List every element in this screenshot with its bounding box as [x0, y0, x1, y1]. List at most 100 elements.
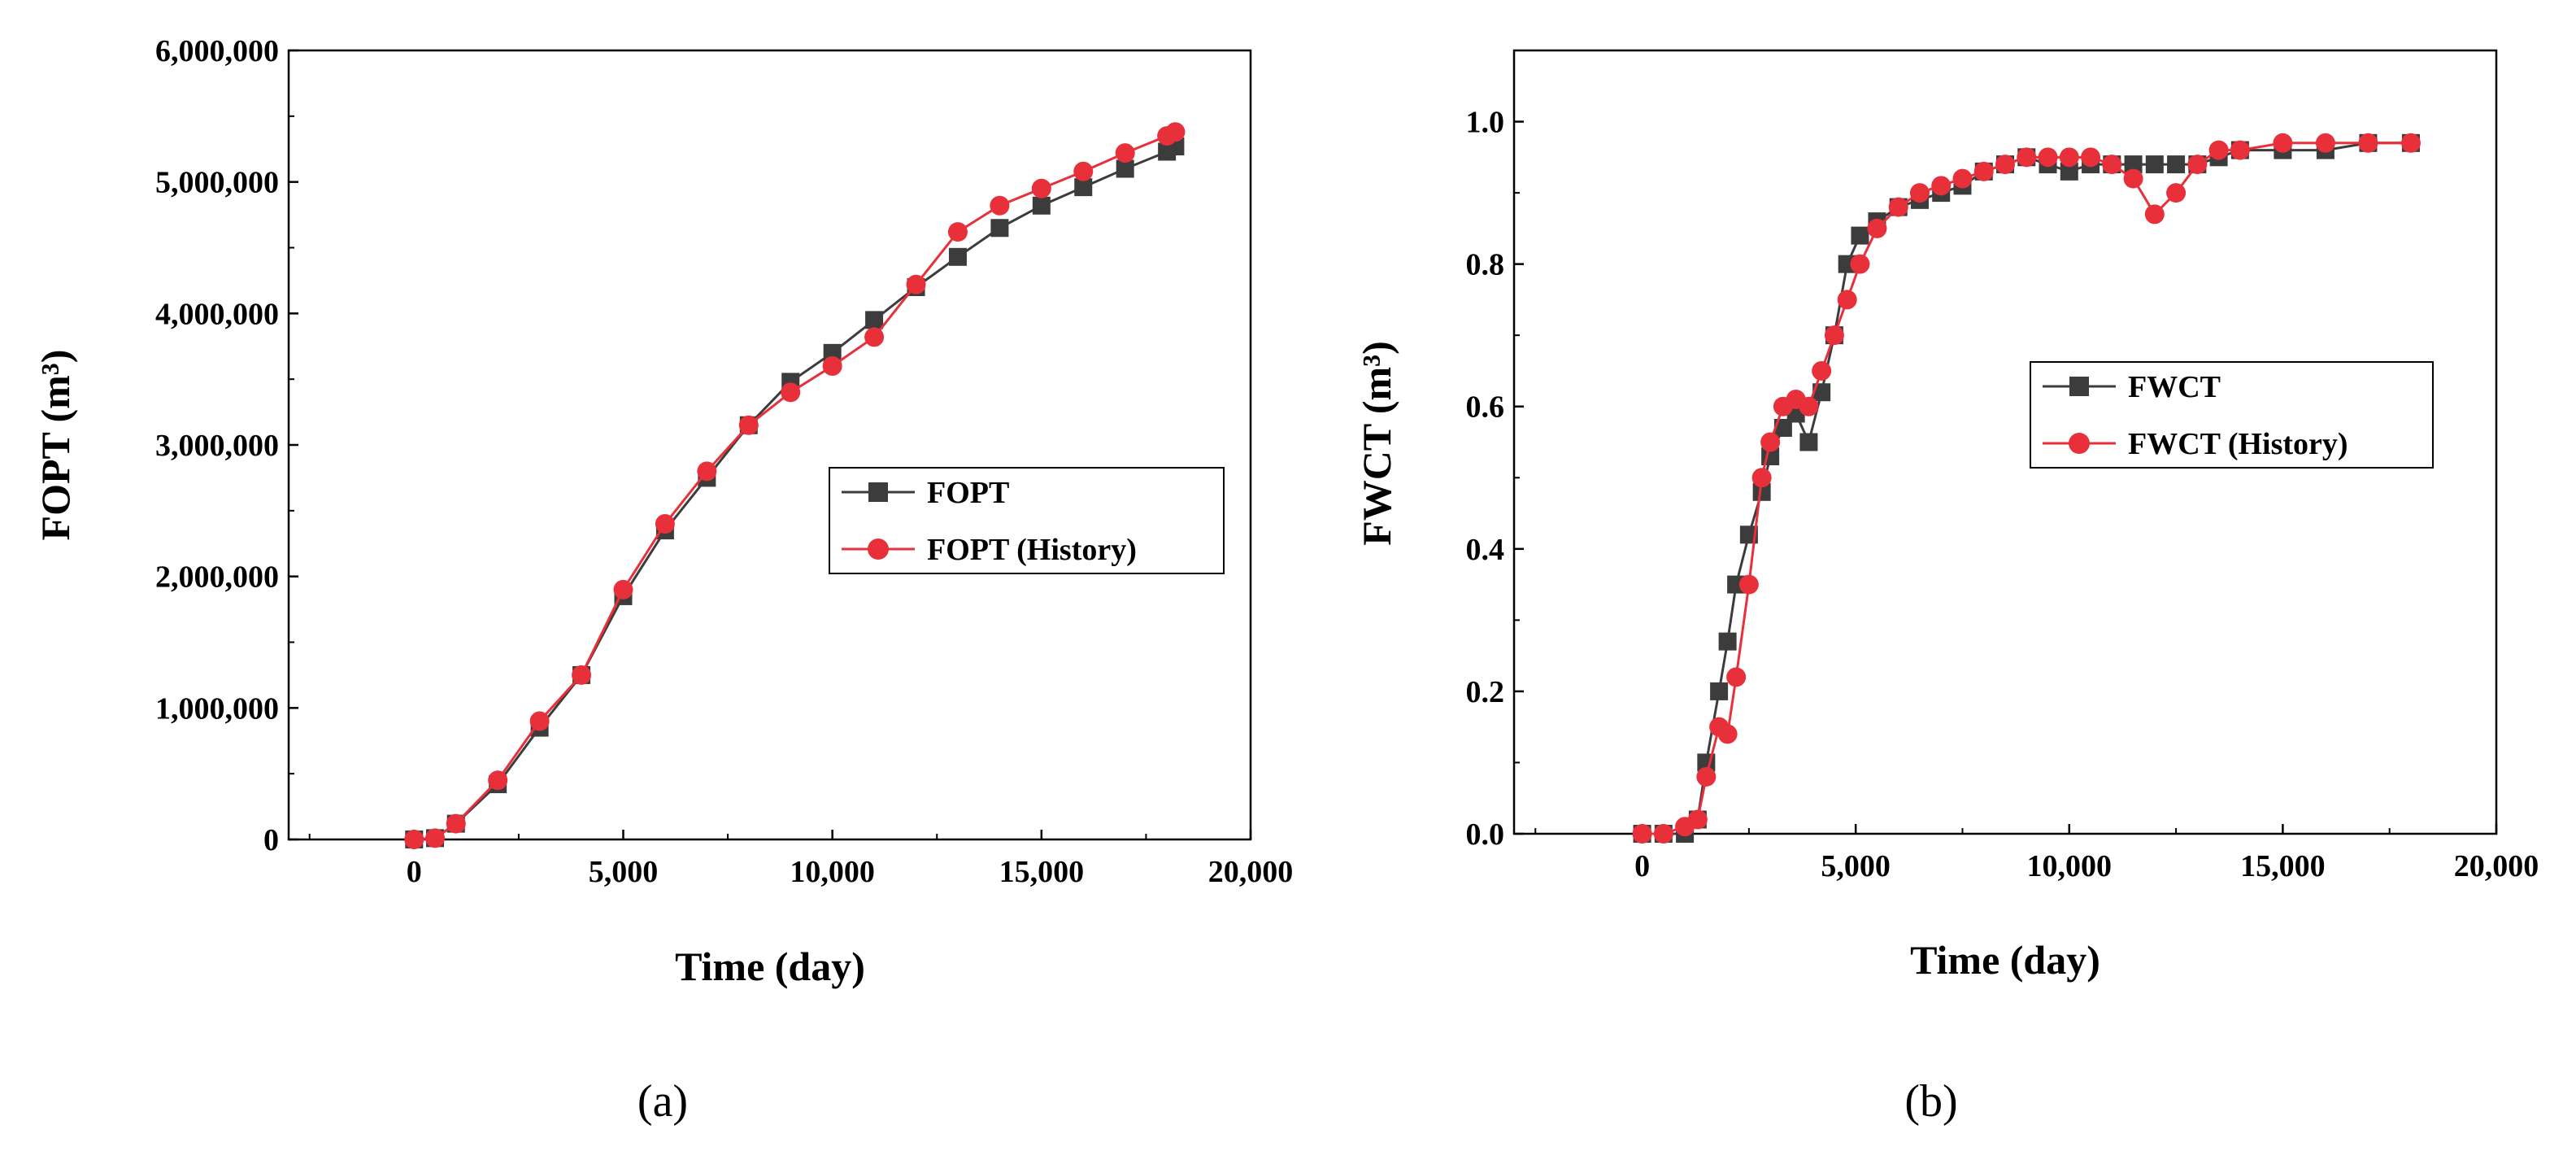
data-point-fopt-history: [446, 813, 466, 834]
data-point-fwct-history: [1995, 155, 2015, 175]
x-tick-label-a: 20,000: [1208, 855, 1294, 889]
data-point-fopt-history: [781, 382, 801, 403]
y-tick-label-b: 1.0: [1466, 106, 1505, 140]
data-point-fwct-history: [2144, 204, 2165, 225]
data-point-fopt-history: [697, 461, 717, 482]
x-axis-title-b: Time (day): [1910, 937, 2100, 983]
data-point-fwct-history: [1931, 176, 1952, 196]
y-tick-label-b: 0.0: [1466, 817, 1505, 852]
data-point-fwct-history: [2358, 133, 2378, 153]
data-point-fwct-history: [2208, 140, 2229, 160]
x-tick-group-a: 0 5,000 10,000 15,000 20,000: [308, 830, 1294, 889]
data-point-fwct-history: [2187, 155, 2208, 175]
data-point-fwct: [2124, 155, 2143, 174]
x-tick-label-a: 10,000: [790, 855, 875, 889]
data-point-fwct-history: [1760, 432, 1781, 452]
y-tick-label-a: 3,000,000: [155, 429, 279, 463]
y-tick-label-a: 5,000,000: [155, 166, 279, 200]
data-point-fwct-history: [1696, 766, 1717, 787]
y-tick-label-b: 0.4: [1466, 533, 1505, 567]
series-fwct-history: [1632, 133, 2421, 844]
y-tick-label-b: 0.6: [1466, 390, 1505, 425]
data-point-fopt: [823, 343, 842, 362]
data-point-fopt: [1116, 159, 1134, 178]
chart-panel-a: 0 1,000,000 2,000,000 3,000,000 4,000,000 5,0…: [33, 34, 1293, 1127]
data-point-fopt-history: [572, 665, 592, 685]
x-axis-title-a: Time (day): [675, 944, 865, 989]
data-point-fwct: [1799, 433, 1818, 451]
data-point-fopt: [865, 311, 884, 329]
data-point-fwct-history: [1850, 254, 1870, 274]
data-point-fopt-history: [1073, 161, 1094, 181]
data-point-fopt: [1074, 178, 1093, 197]
data-point-fwct: [2145, 155, 2164, 174]
x-tick-label-b: 10,000: [2027, 849, 2113, 883]
data-point-fopt-history: [488, 770, 508, 791]
data-point-fopt-history: [1031, 178, 1051, 198]
data-point-fopt-history: [529, 711, 550, 731]
legend-marker-fwct-history: [2069, 433, 2090, 454]
series-fwct: [1633, 133, 2420, 843]
data-point-fwct-history: [2123, 168, 2143, 189]
data-point-fopt-history: [990, 195, 1010, 216]
x-tick-label-b: 5,000: [1821, 849, 1891, 883]
data-point-fwct-history: [2017, 147, 2037, 168]
data-point-fopt-history: [906, 274, 926, 294]
data-point-fwct-history: [1888, 197, 1908, 217]
data-point-fwct: [1812, 383, 1831, 402]
data-point-fwct-history: [2273, 133, 2293, 153]
data-point-fwct: [1710, 682, 1729, 700]
data-point-fwct-history: [1867, 218, 1887, 238]
data-point-fopt-history: [822, 356, 842, 376]
data-point-fwct: [1851, 226, 1869, 245]
data-point-fwct-history: [1812, 360, 1832, 381]
data-point-fwct-history: [2059, 147, 2079, 168]
panel-label-a: (a): [637, 1076, 688, 1127]
data-point-fwct-history: [2230, 140, 2250, 160]
data-point-fopt-history: [738, 415, 759, 435]
series-line-fwct-history: [1642, 142, 2411, 835]
x-tick-label-b: 15,000: [2240, 849, 2326, 883]
data-point-fwct-history: [1751, 468, 1772, 488]
data-point-fwct-history: [1837, 290, 1857, 310]
y-tick-label-b: 0.2: [1466, 675, 1505, 709]
y-axis-title-a: FOPT (m³): [33, 350, 78, 541]
data-point-fopt-history: [425, 828, 446, 848]
series-fopt-history: [404, 122, 1186, 849]
data-point-fwct: [1752, 482, 1771, 501]
data-point-fopt-history: [655, 514, 675, 534]
legend-label-fwct-history: FWCT (History): [2128, 427, 2348, 461]
x-tick-label-a: 15,000: [999, 855, 1085, 889]
plot-frame-a: [287, 49, 1252, 841]
data-point-fwct-history: [2102, 155, 2122, 175]
data-point-fopt: [948, 247, 967, 266]
legend-label-fopt: FOPT: [927, 476, 1009, 510]
y-tick-label-b: 0.8: [1466, 248, 1505, 282]
y-tick-group-b: 0.0 0.2 0.4 0.6 0.8 1.0: [1466, 106, 1524, 852]
chart-panel-b: 0.0 0.2 0.4 0.6 0.8 1.0 0 5,000 10,000 15,000 20,…: [1354, 49, 2539, 1127]
legend-b: FWCT FWCT (History): [2030, 361, 2434, 469]
data-point-fwct-history: [1653, 824, 1673, 844]
data-point-fwct-history: [2038, 147, 2058, 168]
x-tick-group-b: 0 5,000 10,000 15,000 20,000: [1534, 824, 2539, 883]
data-point-fopt: [990, 219, 1009, 238]
plot-frame-b: [1512, 49, 2498, 835]
data-point-fwct-history: [2315, 133, 2335, 153]
data-point-fwct: [2167, 155, 2186, 174]
data-point-fopt-history: [864, 327, 885, 347]
y-tick-label-a: 4,000,000: [155, 297, 279, 331]
data-point-fwct-history: [1687, 809, 1708, 830]
data-point-fopt-history: [613, 579, 633, 599]
data-point-fwct-history: [1738, 574, 1759, 595]
panel-label-b: (b): [1904, 1076, 1957, 1127]
data-point-fwct-history: [2400, 133, 2421, 153]
data-point-fopt-history: [404, 830, 424, 849]
data-point-fwct-history: [1632, 824, 1652, 844]
series-group-a: [404, 122, 1186, 849]
y-tick-label-a: 0: [263, 823, 279, 857]
data-point-fwct: [2060, 162, 2078, 181]
data-point-fwct-history: [1824, 325, 1844, 346]
legend-marker-fopt: [868, 482, 888, 502]
legend-box-b: [2030, 361, 2434, 469]
